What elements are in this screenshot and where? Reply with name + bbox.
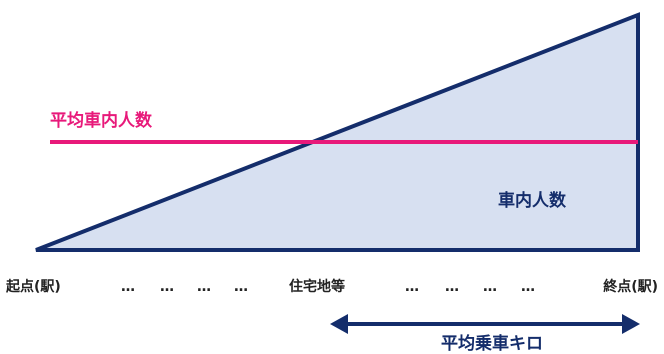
residential-area-label: 住宅地等 <box>289 278 345 295</box>
ellipsis-8: … <box>521 279 535 295</box>
average-distance-label-bg <box>418 331 566 353</box>
arrow-left-head-icon <box>330 314 348 334</box>
ellipsis-4: … <box>234 279 248 295</box>
ellipsis-7: … <box>483 279 497 295</box>
ellipsis-6: … <box>445 279 459 295</box>
ellipsis-2: … <box>160 279 174 295</box>
passengers-in-car-label: 車内人数 <box>498 190 567 211</box>
ellipsis-3: … <box>197 279 211 295</box>
arrow-right-head-icon <box>622 314 640 334</box>
start-station-label: 起点(駅) <box>5 278 61 295</box>
ellipsis-5: … <box>405 279 419 295</box>
ellipsis-1: … <box>121 279 135 295</box>
average-passengers-label: 平均車内人数 <box>50 110 153 131</box>
end-station-label: 終点(駅) <box>603 278 658 295</box>
passengers-triangle <box>35 12 640 252</box>
average-distance-label: 平均乗車キロ <box>441 333 543 354</box>
